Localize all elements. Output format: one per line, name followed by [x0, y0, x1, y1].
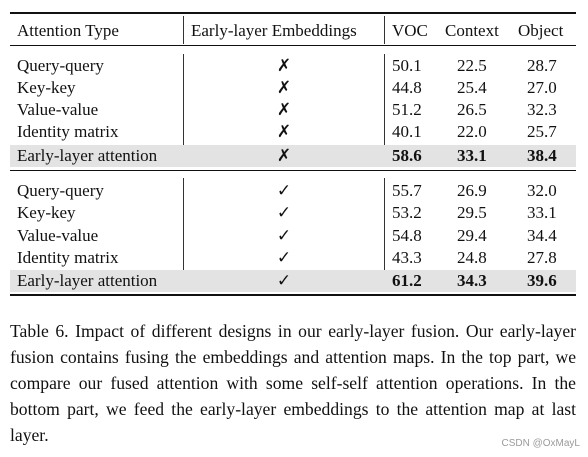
context-cell: 22.0 — [457, 122, 487, 141]
attention-type-cell: Key-key — [17, 203, 76, 222]
attention-type-cell: Identity matrix — [17, 248, 119, 267]
attention-type-cell: Value-value — [17, 226, 99, 245]
column-header-object: Object — [518, 21, 564, 40]
voc-cell: 44.8 — [392, 78, 422, 97]
context-cell: 34.3 — [457, 271, 487, 290]
column-divider — [384, 16, 385, 44]
highlighted-row-bg — [10, 145, 576, 167]
column-header-attention-type: Attention Type — [17, 21, 119, 40]
block-separator-rule — [10, 170, 576, 171]
cross-mark-icon: ✗ — [276, 56, 292, 75]
attention-type-cell: Query-query — [17, 56, 104, 75]
context-cell: 33.1 — [457, 146, 487, 165]
context-cell: 25.4 — [457, 78, 487, 97]
check-mark-icon: ✓ — [276, 248, 292, 267]
highlighted-row-bg — [10, 270, 576, 292]
check-mark-icon: ✓ — [276, 271, 292, 290]
voc-cell: 53.2 — [392, 203, 422, 222]
object-cell: 38.4 — [527, 146, 557, 165]
cross-mark-icon: ✗ — [276, 100, 292, 119]
voc-cell: 55.7 — [392, 181, 422, 200]
attention-type-cell: Value-value — [17, 100, 99, 119]
cross-mark-icon: ✗ — [276, 122, 292, 141]
table-bottom-rule — [10, 294, 576, 296]
column-divider — [384, 54, 385, 167]
column-divider — [384, 178, 385, 291]
object-cell: 28.7 — [527, 56, 557, 75]
object-cell: 32.0 — [527, 181, 557, 200]
context-cell: 29.4 — [457, 226, 487, 245]
object-cell: 27.8 — [527, 248, 557, 267]
cross-mark-icon: ✗ — [276, 146, 292, 165]
attention-type-cell: Identity matrix — [17, 122, 119, 141]
column-divider — [183, 178, 184, 291]
column-header-voc: VOC — [392, 21, 428, 40]
attention-type-cell: Early-layer attention — [17, 271, 158, 290]
object-cell: 34.4 — [527, 226, 557, 245]
column-header-context: Context — [445, 21, 499, 40]
cross-mark-icon: ✗ — [276, 78, 292, 97]
context-cell: 24.8 — [457, 248, 487, 267]
object-cell: 25.7 — [527, 122, 557, 141]
header-rule — [10, 45, 576, 46]
check-mark-icon: ✓ — [276, 203, 292, 222]
column-header-early-layer-embeddings: Early-layer Embeddings — [191, 21, 357, 40]
column-divider — [183, 54, 184, 167]
context-cell: 29.5 — [457, 203, 487, 222]
column-divider — [183, 16, 184, 44]
voc-cell: 51.2 — [392, 100, 422, 119]
context-cell: 26.9 — [457, 181, 487, 200]
context-cell: 22.5 — [457, 56, 487, 75]
watermark: CSDN @OxMayL — [501, 438, 581, 449]
table-caption: Table 6. Impact of different designs in … — [10, 321, 576, 445]
object-cell: 33.1 — [527, 203, 557, 222]
object-cell: 27.0 — [527, 78, 557, 97]
attention-type-cell: Key-key — [17, 78, 76, 97]
attention-type-cell: Early-layer attention — [17, 146, 158, 165]
voc-cell: 50.1 — [392, 56, 422, 75]
voc-cell: 61.2 — [392, 271, 422, 290]
object-cell: 39.6 — [527, 271, 557, 290]
check-mark-icon: ✓ — [276, 226, 292, 245]
check-mark-icon: ✓ — [276, 181, 292, 200]
voc-cell: 40.1 — [392, 122, 422, 141]
table-top-rule — [10, 12, 576, 14]
attention-type-cell: Query-query — [17, 181, 104, 200]
voc-cell: 54.8 — [392, 226, 422, 245]
voc-cell: 58.6 — [392, 146, 422, 165]
voc-cell: 43.3 — [392, 248, 422, 267]
object-cell: 32.3 — [527, 100, 557, 119]
context-cell: 26.5 — [457, 100, 487, 119]
